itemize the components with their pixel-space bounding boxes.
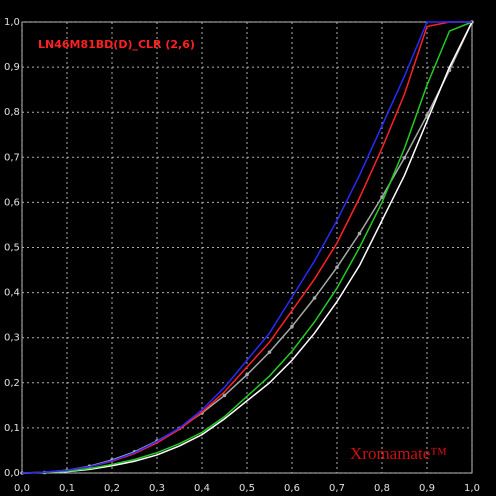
curve-marker (380, 195, 384, 199)
y-tick-label: 0,3 (4, 333, 20, 344)
curve-marker (290, 324, 294, 329)
y-tick-label: 1,0 (4, 17, 20, 28)
x-tick-label: 0,4 (194, 483, 210, 494)
curve-marker (402, 155, 407, 160)
chart-title: LN46M81BD(D)_CLR (2,6) (38, 38, 195, 51)
x-tick-label: 0,8 (374, 483, 390, 494)
curve (21, 21, 473, 474)
x-tick-label: 0,1 (59, 483, 75, 494)
curve (21, 21, 472, 474)
y-tick-label: 0,9 (4, 62, 20, 73)
y-tick-label: 0,2 (4, 378, 20, 389)
watermark: Xromamate™ (350, 444, 447, 463)
curve (21, 21, 473, 474)
curve-marker (357, 231, 362, 236)
y-tick-label: 0,5 (4, 243, 20, 254)
curve-marker (245, 372, 249, 377)
x-tick-label: 0,3 (149, 483, 165, 494)
x-tick-label: 0,0 (14, 483, 30, 494)
y-tick-label: 0,6 (4, 197, 20, 208)
x-tick-label: 0,2 (104, 483, 120, 494)
y-tick-label: 0,0 (4, 468, 20, 479)
y-tick-label: 0,7 (4, 152, 20, 163)
curve-marker (222, 393, 227, 398)
x-tick-label: 0,6 (284, 483, 300, 494)
y-tick-label: 0,4 (4, 288, 20, 299)
curve-marker (425, 113, 429, 118)
curve-marker (335, 265, 339, 270)
curve-marker (312, 296, 317, 300)
y-tick-label: 0,1 (4, 423, 20, 434)
curve-marker (267, 350, 272, 354)
x-tick-label: 0,7 (329, 483, 345, 494)
x-tick-label: 0,9 (419, 483, 435, 494)
x-tick-label: 0,5 (239, 483, 255, 494)
y-tick-label: 0,8 (4, 107, 20, 118)
x-tick-label: 1,0 (464, 483, 480, 494)
